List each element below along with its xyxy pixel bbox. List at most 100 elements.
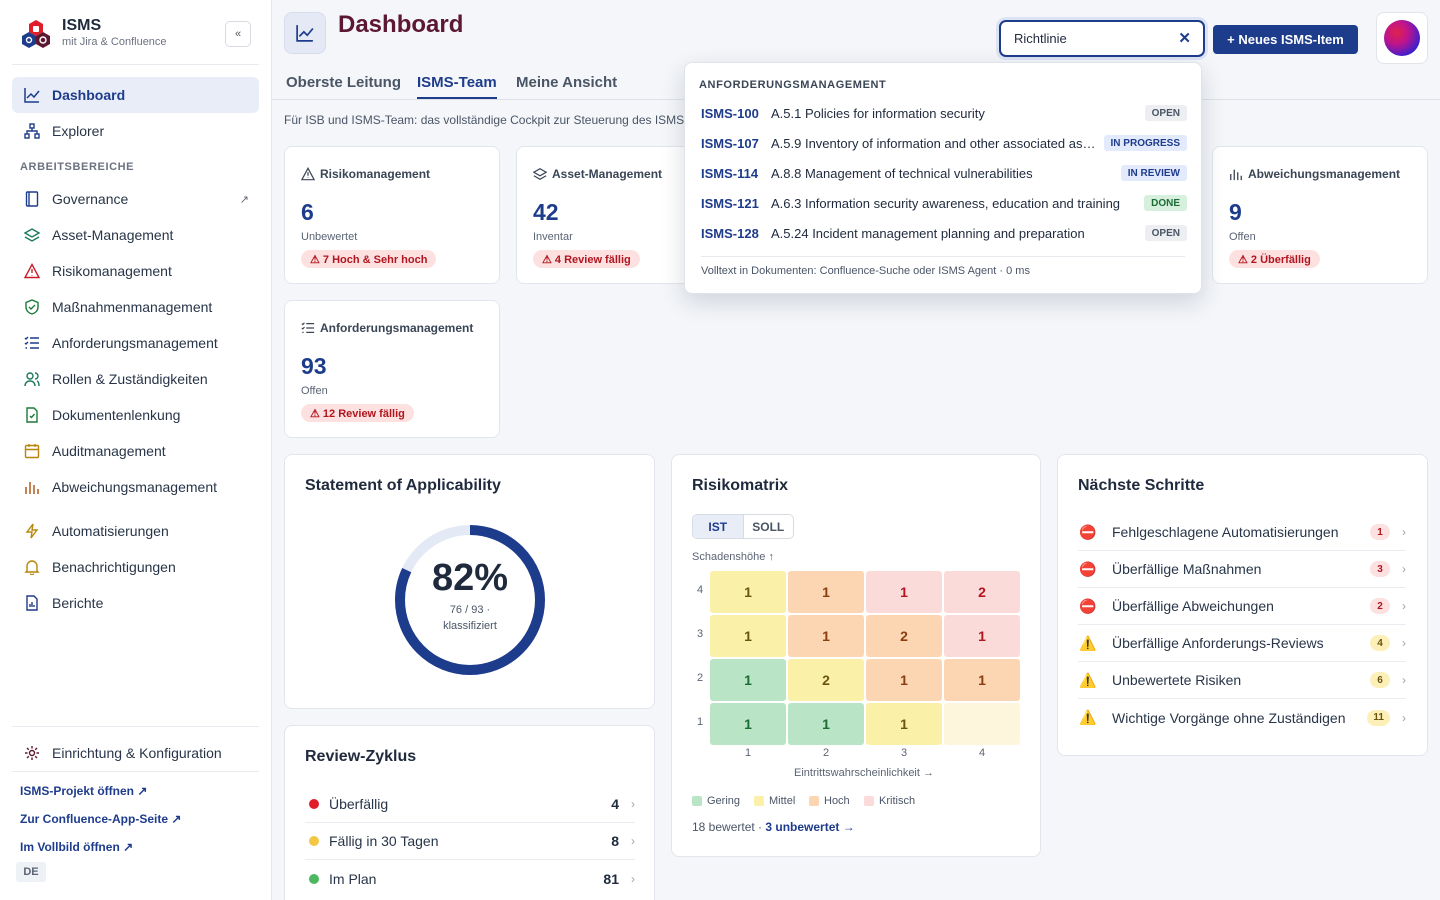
avatar [1384,20,1420,56]
kpi-alert-badge[interactable]: ⚠ 12 Review fällig [301,404,414,422]
close-icon[interactable]: ✕ [1178,30,1191,47]
matrix-cell[interactable]: 1 [710,571,786,613]
kpi-card-deviation[interactable]: Abweichungsmanagement 9 Offen ⚠ 2 Überfä… [1212,146,1428,284]
issue-summary: A.5.9 Inventory of information and other… [771,135,1104,151]
matrix-cell[interactable]: 1 [710,703,786,745]
kpi-title: Anforderungsmanagement [301,321,473,335]
kpi-card-requirements[interactable]: Anforderungsmanagement 93 Offen ⚠ 12 Rev… [284,300,500,438]
panel-title: Risikomatrix [692,477,789,494]
y-tick: 1 [697,716,704,728]
kpi-alert-badge[interactable]: ⚠ 7 Hoch & Sehr hoch [301,250,437,268]
nav-label: Maßnahmenmanagement [52,299,213,315]
search-result-item[interactable]: ISMS-114 A.8.8 Management of technical v… [701,162,1187,184]
search-result-item[interactable]: ISMS-128 A.5.24 Incident management plan… [701,222,1187,244]
nav-risk-management[interactable]: Risikomanagement [12,253,259,289]
kpi-alert-badge[interactable]: ⚠ 4 Review fällig [533,250,640,268]
divider [12,771,259,772]
search-result-item[interactable]: ISMS-121 A.6.3 Information security awar… [701,192,1187,214]
nav-governance[interactable]: Governance ↗ [12,181,259,217]
next-step-label: Fehlgeschlagene Automatisierungen [1112,524,1339,540]
matrix-cell[interactable] [944,703,1020,745]
review-row[interactable]: Überfällig 4 › [305,786,635,823]
nav-dashboard[interactable]: Dashboard [12,77,259,113]
x-tick: 3 [901,747,908,759]
matrix-cell[interactable]: 1 [944,615,1020,657]
panel-title: Statement of Applicability [305,477,501,494]
nav-audit-management[interactable]: Auditmanagement [12,433,259,469]
link-fullscreen[interactable]: Im Vollbild öffnen ↗ [20,840,134,854]
nav-automations[interactable]: Automatisierungen [12,513,259,549]
tab-top-management[interactable]: Oberste Leitung [286,74,402,91]
matrix-cell[interactable]: 1 [866,703,942,745]
kpi-title-text: Risikomanagement [320,167,431,181]
matrix-cell[interactable]: 1 [788,571,864,613]
tab-my-view[interactable]: Meine Ansicht [516,74,618,91]
next-step-row[interactable]: ⚠️ Wichtige Vorgänge ohne Zuständigen 11… [1078,699,1406,736]
nav-label: Benachrichtigungen [52,559,176,575]
issue-key: ISMS-114 [701,165,759,181]
collapse-sidebar-button[interactable]: « [225,21,251,47]
status-badge: DONE [1144,195,1187,211]
nav-label: Rollen & Zuständigkeiten [52,371,208,387]
next-step-row[interactable]: ⚠️ Unbewertete Risiken 6 › [1078,662,1406,699]
link-open-project[interactable]: ISMS-Projekt öffnen ↗ [20,784,148,798]
nav-reports[interactable]: Berichte [12,585,259,621]
matrix-cell[interactable]: 2 [944,571,1020,613]
nav-deviation-management[interactable]: Abweichungsmanagement [12,469,259,505]
toggle-ist[interactable]: IST [693,515,744,538]
kpi-title-text: Abweichungsmanagement [1248,167,1401,181]
legend-swatch [864,796,874,806]
kpi-card-risk[interactable]: Risikomanagement 6 Unbewertet ⚠ 7 Hoch &… [284,146,500,284]
review-row[interactable]: Im Plan 81 › [305,860,635,897]
new-isms-item-button[interactable]: + Neues ISMS-Item [1213,25,1358,54]
search-value: Richtlinie [1014,31,1067,46]
matrix-cell[interactable]: 1 [944,659,1020,701]
nav-asset-management[interactable]: Asset-Management [12,217,259,253]
chevron-right-icon: › [1402,599,1406,613]
count-badge: 1 [1370,524,1390,540]
kpi-alert-badge[interactable]: ⚠ 2 Überfällig [1229,250,1320,268]
link-confluence-app[interactable]: Zur Confluence-App-Seite ↗ [20,812,182,826]
next-step-row[interactable]: ⚠️ Überfällige Anforderungs-Reviews 4 › [1078,625,1406,662]
review-count: 81 [603,870,619,887]
user-avatar-button[interactable] [1376,12,1428,64]
unassessed-link[interactable]: 3 unbewertet → [765,820,855,834]
nav-settings[interactable]: Einrichtung & Konfiguration [12,735,259,771]
issue-summary: A.8.8 Management of technical vulnerabil… [771,165,1033,181]
section-label-workspaces: ARBEITSBEREICHE [20,161,135,173]
matrix-cell[interactable]: 1 [710,659,786,701]
nav-roles-responsibilities[interactable]: Rollen & Zuständigkeiten [12,361,259,397]
issue-key: ISMS-128 [701,225,759,241]
matrix-cell[interactable]: 1 [710,615,786,657]
ist-soll-toggle[interactable]: IST SOLL [692,514,794,539]
nav-notifications[interactable]: Benachrichtigungen [12,549,259,585]
review-row[interactable]: Fällig in 30 Tagen 8 › [305,823,635,860]
risk-summary: 18 bewertet · 3 unbewertet → [692,820,855,834]
matrix-cell[interactable]: 1 [788,615,864,657]
shield-check-icon [24,299,40,315]
nav-explorer[interactable]: Explorer [12,113,259,149]
language-selector[interactable]: DE [16,862,46,882]
search-input[interactable]: Richtlinie ✕ [999,20,1205,57]
search-result-item[interactable]: ISMS-100 A.5.1 Policies for information … [701,102,1187,124]
nav-document-control[interactable]: Dokumentenlenkung [12,397,259,433]
matrix-cell[interactable]: 1 [788,703,864,745]
matrix-cell[interactable]: 2 [788,659,864,701]
next-step-row[interactable]: ⛔ Überfällige Maßnahmen 3 › [1078,551,1406,588]
legend-item: Gering [692,795,740,807]
page-title: Dashboard [338,11,464,38]
toggle-soll[interactable]: SOLL [752,519,785,534]
nav-label: Berichte [52,595,104,611]
next-step-row[interactable]: ⛔ Überfällige Abweichungen 2 › [1078,588,1406,625]
chevron-right-icon: › [1402,525,1406,539]
nav-requirements-management[interactable]: Anforderungsmanagement [12,325,259,361]
nav-label: Governance [52,191,129,207]
matrix-cell[interactable]: 1 [866,571,942,613]
search-result-item[interactable]: ISMS-107 A.5.9 Inventory of information … [701,132,1187,154]
matrix-cell[interactable]: 2 [866,615,942,657]
nav-measures-management[interactable]: Maßnahmenmanagement [12,289,259,325]
document-check-icon [24,407,40,423]
matrix-cell[interactable]: 1 [866,659,942,701]
next-step-row[interactable]: ⛔ Fehlgeschlagene Automatisierungen 1 › [1078,514,1406,551]
tab-isms-team[interactable]: ISMS-Team [417,74,497,99]
